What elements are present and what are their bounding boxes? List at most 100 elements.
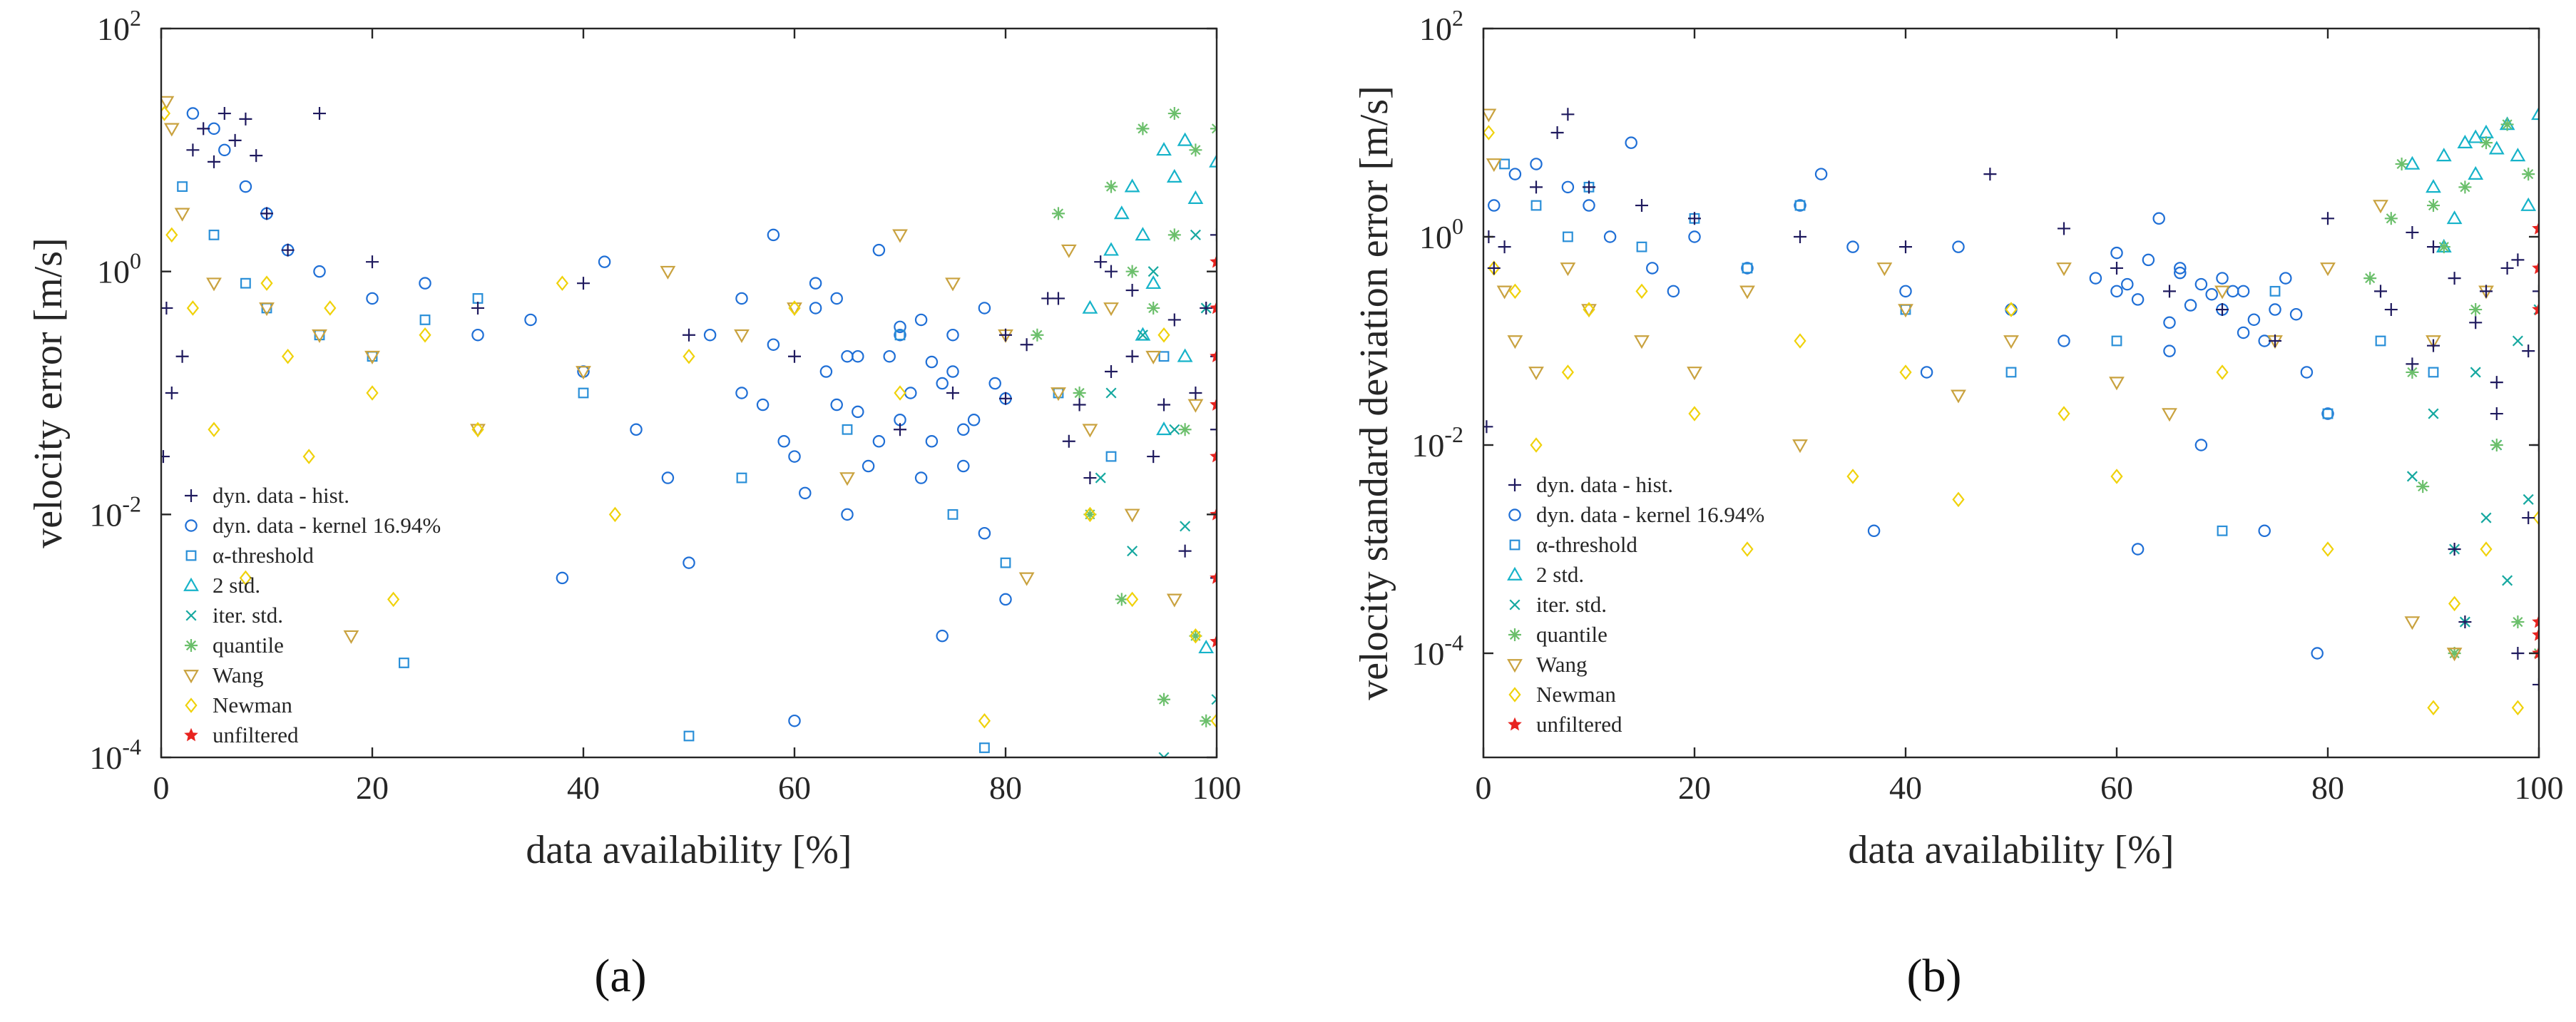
data-point-hist xyxy=(1899,240,1912,254)
legend-label-newman: Newman xyxy=(213,693,292,717)
data-point-quantile xyxy=(1147,301,1160,315)
data-point-wang xyxy=(1898,304,1913,318)
data-point-alpha xyxy=(398,658,409,668)
data-point-quantile xyxy=(1136,122,1150,136)
legend-marker-std2 xyxy=(183,577,199,591)
legend-marker-iter xyxy=(185,610,197,621)
data-point-hist xyxy=(1178,544,1192,558)
x-axis-title-b: data availability [%] xyxy=(1848,828,2174,872)
data-point-wang xyxy=(2320,262,2336,277)
data-point-std2 xyxy=(1166,168,1182,183)
legend-entry-iter: iter. std. xyxy=(185,603,283,628)
data-point-kernel xyxy=(2205,287,2218,301)
plot-frame-a xyxy=(160,27,1218,759)
legend-marker-wang xyxy=(1507,659,1523,673)
data-point-wang xyxy=(1581,304,1597,318)
legend-label-alpha: α-threshold xyxy=(1536,532,1637,557)
data-point-alpha xyxy=(947,509,959,520)
data-point-kernel xyxy=(683,556,695,569)
data-point-kernel xyxy=(1688,230,1701,243)
data-point-kernel xyxy=(946,328,959,342)
data-point-std2 xyxy=(2426,179,2441,193)
legend-marker-alpha xyxy=(1509,539,1520,551)
legend-label-std2: 2 std. xyxy=(213,573,260,598)
data-point-iter xyxy=(2523,494,2534,505)
data-point-wang xyxy=(1082,424,1098,438)
data-point-kernel xyxy=(2237,326,2250,339)
x-axis-ticks-a: 0 20 40 60 80 100 xyxy=(153,29,1242,806)
legend-marker-alpha xyxy=(185,550,197,561)
data-point-hist xyxy=(2427,240,2440,254)
data-point-hist xyxy=(1167,313,1181,327)
data-point-std2 xyxy=(1082,300,1098,314)
legend-marker-kernel xyxy=(185,519,198,532)
data-point-kernel xyxy=(419,277,431,290)
data-point-newman xyxy=(1125,591,1139,608)
data-point-std2 xyxy=(2436,148,2452,162)
legend-label-hist: dyn. data - hist. xyxy=(1536,472,1673,497)
data-point-kernel xyxy=(208,122,220,136)
data-point-alpha xyxy=(208,229,220,240)
data-point-kernel xyxy=(2152,212,2165,225)
data-point-quantile xyxy=(2511,615,2525,629)
data-point-hist xyxy=(1794,230,1806,243)
data-point-newman xyxy=(2058,406,2070,421)
data-point-kernel xyxy=(978,526,991,540)
data-point-alpha xyxy=(1636,241,1647,252)
data-point-wang xyxy=(734,329,750,343)
data-point-quantile xyxy=(1200,714,1213,727)
data-point-std2 xyxy=(1177,348,1193,362)
data-point-unfiltered xyxy=(1210,571,1217,584)
data-point-alpha xyxy=(894,329,906,341)
data-point-alpha xyxy=(2375,335,2386,347)
data-point-hist xyxy=(2522,511,2535,525)
data-point-alpha xyxy=(240,277,251,289)
data-point-alpha xyxy=(736,472,747,484)
data-point-kernel xyxy=(2269,303,2281,316)
data-point-hist xyxy=(1147,450,1160,464)
data-point-wang xyxy=(1018,572,1035,586)
data-point-newman xyxy=(556,275,569,291)
data-point-newman xyxy=(1846,469,1859,484)
data-point-kernel xyxy=(2110,246,2123,260)
data-point-newman xyxy=(239,570,252,586)
legend-marker-iter xyxy=(1509,599,1520,610)
data-point-kernel xyxy=(1530,158,1543,170)
data-point-newman xyxy=(1189,628,1202,644)
data-point-wang xyxy=(1496,285,1513,300)
data-point-alpha xyxy=(2217,525,2228,536)
data-point-kernel xyxy=(2194,277,2208,291)
legend-marker-unfiltered xyxy=(184,727,198,742)
data-point-unfiltered xyxy=(2532,260,2539,275)
data-point-hist xyxy=(2321,212,2334,225)
data-point-alpha xyxy=(177,181,188,193)
data-point-quantile xyxy=(1189,629,1202,643)
data-point-hist xyxy=(366,255,379,269)
data-point-quantile xyxy=(2469,303,2483,317)
data-point-kernel xyxy=(2216,272,2229,285)
data-point-quantile xyxy=(2363,272,2377,285)
data-point-kernel xyxy=(925,435,939,448)
data-point-kernel xyxy=(799,486,812,500)
data-point-unfiltered xyxy=(1210,449,1217,463)
legend-label-unfiltered: unfiltered xyxy=(1536,712,1622,737)
data-point-kernel xyxy=(2174,266,2187,280)
x-tick-label: 60 xyxy=(778,770,811,806)
data-point-newman xyxy=(2532,510,2539,526)
data-point-hist xyxy=(577,277,590,290)
y-axis-ticks-b: 10-4 10-2 100 102 xyxy=(1411,5,2539,672)
data-point-newman xyxy=(165,227,178,243)
data-point-kernel xyxy=(999,593,1012,606)
data-point-hist xyxy=(1094,255,1108,269)
data-point-std2 xyxy=(1156,421,1172,436)
data-point-alpha xyxy=(578,387,589,399)
data-point-iter xyxy=(2470,367,2481,378)
plot-frame-b xyxy=(1482,27,2540,759)
data-point-iter xyxy=(1169,424,1180,435)
y-tick-label: 10-2 xyxy=(89,491,141,533)
data-point-std2 xyxy=(2488,140,2505,155)
data-points-a xyxy=(161,96,1217,757)
data-point-newman xyxy=(186,300,200,316)
data-point-wang xyxy=(206,277,222,292)
data-point-iter xyxy=(2406,471,2418,482)
